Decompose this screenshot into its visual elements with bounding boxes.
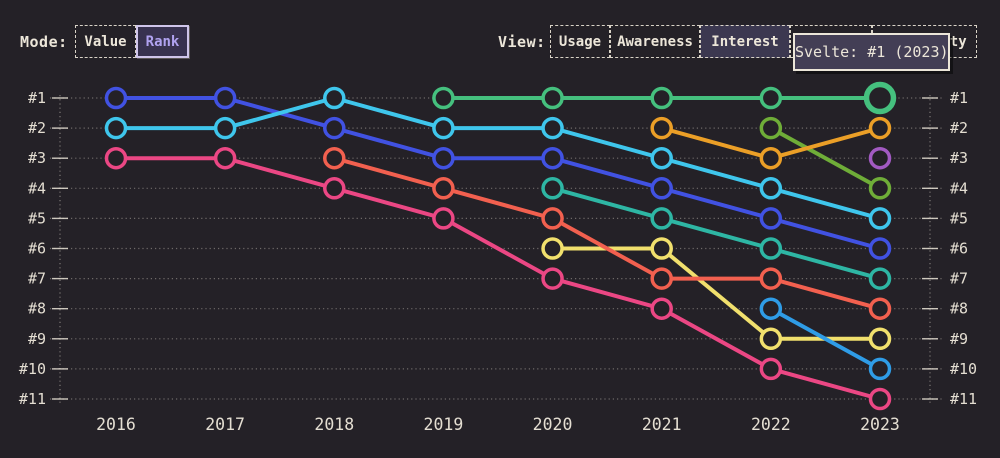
data-point-sky-blue-2023[interactable] (868, 357, 892, 381)
data-point-cyan-2018[interactable] (323, 86, 346, 110)
data-point-cyan-2017[interactable] (213, 116, 237, 140)
year-label-2020: 2020 (533, 415, 573, 434)
tooltip-text: Svelte: #1 (2023) (795, 43, 949, 61)
rank-label-right-1: #1 (950, 89, 968, 107)
data-point-pink-2020[interactable] (541, 267, 564, 290)
year-label-2017: 2017 (205, 415, 245, 434)
rank-label-right-8: #8 (950, 300, 968, 318)
rank-label-left-10: #10 (19, 360, 46, 378)
data-point-yellow-2020[interactable] (541, 237, 564, 260)
data-point-salmon-2021[interactable] (650, 267, 673, 290)
chart-tooltip: Svelte: #1 (2023) (793, 33, 950, 71)
series-line-cyan (114, 96, 882, 221)
year-label-2019: 2019 (424, 415, 464, 434)
highlighted-data-point-green-2023[interactable] (863, 81, 897, 115)
data-point-cyan-2016[interactable] (104, 116, 128, 140)
data-point-cyan-2020[interactable] (541, 116, 564, 140)
data-point-sky-blue-2022[interactable] (759, 297, 783, 320)
data-point-green-2021[interactable] (650, 86, 673, 110)
series-line-indigo (114, 96, 882, 251)
mode-value-button[interactable]: Value (75, 25, 136, 58)
data-point-pink-2021[interactable] (650, 297, 673, 320)
view-usage-button[interactable]: Usage (550, 25, 610, 58)
data-point-indigo-2020[interactable] (541, 146, 564, 170)
data-point-salmon-2018[interactable] (323, 146, 346, 170)
data-point-pink-2019[interactable] (432, 207, 455, 230)
data-point-pink-2018[interactable] (323, 177, 346, 200)
data-point-salmon-2022[interactable] (759, 267, 783, 290)
data-point-indigo-2016[interactable] (104, 86, 128, 110)
data-point-teal-2020[interactable] (541, 177, 564, 200)
rank-label-left-7: #7 (28, 270, 46, 288)
rank-label-right-9: #9 (950, 330, 968, 348)
series-line-salmon (332, 156, 882, 311)
rank-label-left-1: #1 (28, 89, 46, 107)
data-point-cyan-2021[interactable] (650, 146, 673, 170)
data-point-yellow-2022[interactable] (759, 327, 783, 351)
year-label-2022: 2022 (751, 415, 791, 434)
year-label-2018: 2018 (314, 415, 354, 434)
series-line-pink (114, 156, 882, 401)
data-point-green-2020[interactable] (541, 86, 564, 110)
rank-label-left-8: #8 (28, 300, 46, 318)
data-point-salmon-2019[interactable] (432, 177, 455, 200)
rank-label-right-2: #2 (950, 119, 968, 137)
view-awareness-button[interactable]: Awareness (610, 25, 700, 58)
data-point-cyan-2019[interactable] (432, 116, 455, 140)
data-point-indigo-2022[interactable] (759, 207, 783, 230)
data-point-indigo-2017[interactable] (213, 86, 237, 110)
rank-label-right-11: #11 (950, 390, 977, 408)
data-point-green-2019[interactable] (432, 86, 455, 110)
year-label-2023: 2023 (860, 415, 900, 434)
rank-label-left-3: #3 (28, 149, 46, 167)
data-point-cyan-2022[interactable] (759, 177, 783, 200)
rank-label-right-5: #5 (950, 209, 968, 227)
data-point-indigo-2023[interactable] (868, 237, 892, 260)
data-point-salmon-2020[interactable] (541, 207, 564, 230)
data-point-indigo-2019[interactable] (432, 146, 455, 170)
data-point-olive-2023[interactable] (868, 177, 892, 200)
data-point-pink-2016[interactable] (104, 146, 128, 170)
data-point-pink-2023[interactable] (868, 387, 892, 411)
data-point-teal-2022[interactable] (759, 237, 783, 260)
rank-label-right-10: #10 (950, 360, 977, 378)
data-point-cyan-2023[interactable] (868, 207, 892, 230)
mode-rank-button[interactable]: Rank (136, 25, 189, 58)
series-line-teal (550, 186, 882, 281)
view-interest-button[interactable]: Interest (700, 25, 790, 58)
data-point-teal-2021[interactable] (650, 207, 673, 230)
data-point-yellow-2021[interactable] (650, 237, 673, 260)
rank-label-right-6: #6 (950, 240, 968, 258)
rank-label-left-9: #9 (28, 330, 46, 348)
rank-label-right-4: #4 (950, 179, 968, 197)
rank-label-left-11: #11 (19, 390, 46, 408)
rank-label-left-2: #2 (28, 119, 46, 137)
view-label: View: (498, 33, 546, 51)
data-point-orange-2023[interactable] (868, 116, 892, 140)
year-label-2021: 2021 (642, 415, 682, 434)
rank-label-left-4: #4 (28, 179, 46, 197)
data-point-orange-2021[interactable] (650, 116, 673, 140)
data-point-green-2022[interactable] (759, 86, 783, 110)
data-point-yellow-2023[interactable] (868, 327, 892, 351)
year-label-2016: 2016 (96, 415, 136, 434)
rank-label-right-7: #7 (950, 270, 968, 288)
data-point-indigo-2021[interactable] (650, 177, 673, 200)
mode-label: Mode: (20, 33, 68, 51)
data-point-pink-2022[interactable] (759, 357, 783, 381)
rank-label-left-5: #5 (28, 209, 46, 227)
data-point-indigo-2018[interactable] (323, 116, 346, 140)
series-line-olive (768, 126, 882, 191)
data-point-pink-2017[interactable] (213, 146, 237, 170)
rank-label-left-6: #6 (28, 240, 46, 258)
series-line-sky-blue (768, 306, 882, 371)
rank-label-right-3: #3 (950, 149, 968, 167)
data-point-orange-2022[interactable] (759, 146, 783, 170)
data-point-salmon-2023[interactable] (868, 297, 892, 320)
data-point-olive-2022[interactable] (759, 116, 783, 140)
data-point-teal-2023[interactable] (868, 267, 892, 290)
data-point-purple-2023[interactable] (868, 146, 892, 170)
